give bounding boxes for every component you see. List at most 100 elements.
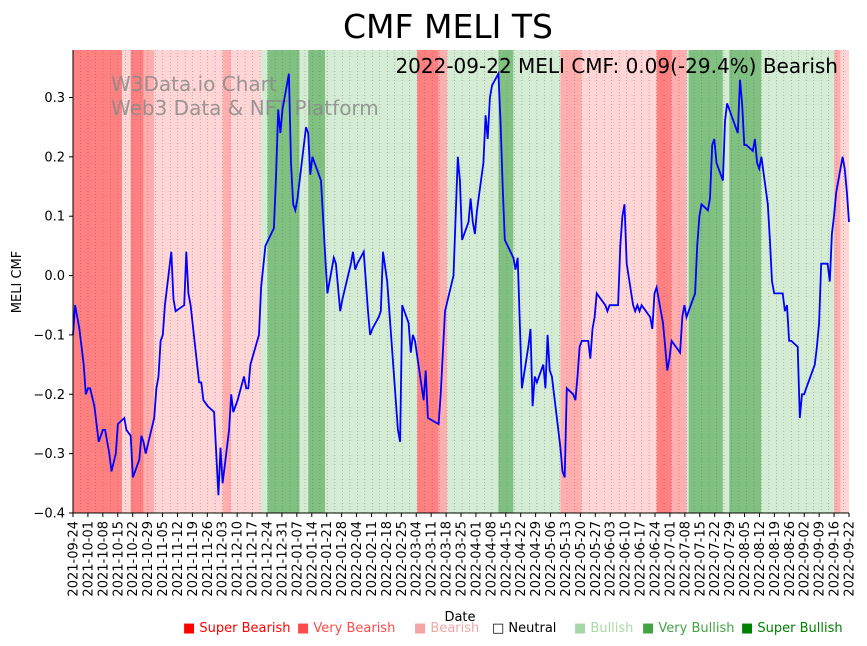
- legend-item-very-bullish: ■ Very Bullish: [642, 621, 735, 636]
- x-tick-label: 2022-07-08: [678, 521, 693, 597]
- regime-band-very-bearish: [222, 50, 232, 513]
- legend-item-bearish: ■ Bearish: [414, 621, 480, 636]
- x-tick-label: 2022-06-03: [604, 521, 619, 597]
- watermark-line: Web3 Data & NFT Platform: [111, 96, 379, 120]
- regime-band-very-bearish: [560, 50, 567, 513]
- y-tick-label: 0.2: [44, 150, 65, 165]
- x-tick-label: 2021-11-05: [156, 521, 171, 597]
- regime-band-bullish: [261, 50, 268, 513]
- y-axis-ticks: −0.4 −0.3 −0.2 −0.1 0.0 0.1 0.2 0.3: [33, 91, 73, 522]
- x-tick-label: 2021-12-24: [261, 521, 276, 597]
- regime-band-bearish: [231, 50, 262, 513]
- y-tick-label: 0.0: [44, 269, 65, 284]
- x-tick-label: 2022-01-14: [305, 521, 320, 597]
- x-tick-label: 2022-08-19: [768, 521, 783, 597]
- legend: ■ Super Bearish ■ Very Bearish ■ Bearish □ …: [150, 621, 855, 639]
- x-tick-label: 2022-04-08: [484, 521, 499, 597]
- x-tick-label: 2022-07-22: [708, 521, 723, 597]
- x-tick-label: 2022-08-12: [753, 521, 768, 597]
- x-tick-label: 2022-03-18: [440, 521, 455, 597]
- regime-band-very-bullish: [729, 50, 762, 513]
- regime-band-bearish: [154, 50, 210, 513]
- x-tick-label: 2021-12-03: [216, 521, 231, 597]
- y-tick-label: 0.3: [44, 91, 65, 106]
- y-tick-label: −0.3: [33, 447, 65, 462]
- x-tick-label: 2022-03-11: [425, 521, 440, 597]
- x-tick-label: 2022-07-01: [663, 521, 678, 597]
- x-tick-label: 2021-11-12: [171, 521, 186, 597]
- legend-item-super-bearish: ■ Super Bearish: [183, 621, 291, 636]
- regime-band-bullish: [722, 50, 730, 513]
- x-axis-label: Date: [444, 610, 475, 625]
- x-tick-label: 2022-06-17: [634, 521, 649, 597]
- y-tick-label: −0.4: [33, 507, 65, 522]
- regime-band-very-bearish: [834, 50, 841, 513]
- x-tick-label: 2021-12-10: [231, 521, 246, 597]
- x-tick-label: 2022-08-05: [738, 521, 753, 597]
- x-tick-label: 2022-01-07: [290, 521, 305, 597]
- x-tick-label: 2022-01-21: [320, 521, 335, 597]
- y-tick-label: −0.1: [33, 328, 65, 343]
- regime-band-very-bearish: [143, 50, 155, 513]
- x-tick-label: 2021-10-08: [96, 521, 111, 597]
- y-tick-label: 0.1: [44, 210, 65, 225]
- x-tick-label: 2022-04-01: [469, 521, 484, 597]
- regime-band-bullish: [761, 50, 835, 513]
- x-tick-label: 2022-02-25: [395, 521, 410, 597]
- watermark-line: W3Data.io Chart: [111, 72, 277, 96]
- regime-band-very-bullish: [688, 50, 723, 513]
- regime-band-bearish: [840, 50, 849, 513]
- y-tick-label: −0.2: [33, 388, 65, 403]
- x-tick-label: 2022-02-18: [380, 521, 395, 597]
- series-line: [72, 70, 850, 496]
- x-tick-label: 2022-03-25: [455, 521, 470, 597]
- x-tick-label: 2022-02-11: [365, 521, 380, 597]
- x-tick-label: 2022-09-22: [843, 521, 858, 597]
- x-tick-label: 2021-10-15: [111, 521, 126, 597]
- regime-band-bullish: [299, 50, 309, 513]
- regime-band-very-bearish: [438, 50, 448, 513]
- x-tick-label: 2022-07-29: [723, 521, 738, 597]
- x-tick-label: 2022-05-13: [559, 521, 574, 597]
- x-tick-label: 2022-06-10: [619, 521, 634, 597]
- x-tick-label: 2021-10-01: [81, 521, 96, 597]
- legend-item-super-bullish: ■ Super Bullish: [741, 621, 843, 636]
- x-tick-label: 2022-04-15: [499, 521, 514, 597]
- x-tick-label: 2022-07-15: [693, 521, 708, 597]
- x-tick-label: 2021-12-31: [275, 521, 290, 597]
- regime-band-bullish: [325, 50, 418, 513]
- y-axis-label: MELI CMF: [10, 251, 25, 313]
- legend-item-very-bearish: ■ Very Bearish: [297, 621, 396, 636]
- x-tick-label: 2021-12-17: [246, 521, 261, 597]
- x-tick-label: 2022-09-02: [798, 521, 813, 597]
- annotation-text: 2022-09-22 MELI CMF: 0.09(-29.4%) Bearis…: [395, 54, 838, 78]
- x-tick-label: 2022-02-04: [350, 521, 365, 597]
- x-tick-label: 2022-09-16: [828, 521, 843, 597]
- legend-item-bullish: ■ Bullish: [574, 621, 634, 636]
- legend-item-neutral: □ Neutral: [492, 621, 557, 636]
- regime-band-very-bullish: [267, 50, 300, 513]
- x-tick-label: 2022-06-24: [649, 521, 664, 597]
- x-tick-label: 2022-05-27: [589, 521, 604, 597]
- x-axis-ticks: 2021-09-24 2021-10-01 2021-10-08 2021-10-15…: [67, 513, 858, 597]
- regime-band-super-bearish: [130, 50, 144, 513]
- regime-band-bearish: [209, 50, 223, 513]
- x-tick-label: 2022-09-09: [813, 521, 828, 597]
- x-tick-label: 2022-03-04: [410, 521, 425, 597]
- x-tick-label: 2022-04-29: [529, 521, 544, 597]
- chart-title: CMF MELI TS: [343, 7, 553, 46]
- x-tick-label: 2021-11-19: [186, 521, 201, 597]
- x-tick-label: 2021-11-26: [201, 521, 216, 597]
- x-tick-label: 2022-05-06: [544, 521, 559, 597]
- x-tick-label: 2021-10-22: [126, 521, 141, 597]
- x-tick-label: 2022-05-20: [574, 521, 589, 597]
- x-tick-label: 2022-01-28: [335, 521, 350, 597]
- regime-band-very-bullish: [308, 50, 326, 513]
- x-tick-label: 2022-04-22: [514, 521, 529, 597]
- x-tick-label: 2021-10-29: [141, 521, 156, 597]
- regime-band-super-bearish: [417, 50, 439, 513]
- x-tick-label: 2022-08-26: [783, 521, 798, 597]
- x-tick-label: 2021-09-24: [67, 521, 82, 597]
